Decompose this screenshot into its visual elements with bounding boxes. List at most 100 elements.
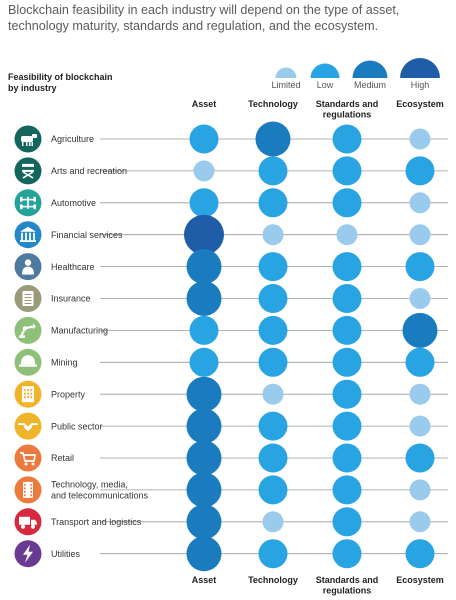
bubble-transport-and-logistics-standards-and-regulations <box>332 507 362 537</box>
bubble-retail-technology <box>258 443 288 473</box>
icon-part <box>20 452 37 462</box>
icon-part <box>20 196 23 202</box>
bubble-retail-standards-and-regulations <box>332 443 362 473</box>
bubble-arts-and-recreation-ecosystem <box>405 156 435 186</box>
bubble-transport-and-logistics-technology <box>262 511 284 533</box>
icon-part <box>24 300 32 301</box>
icon-part <box>19 364 37 367</box>
bank-icon <box>14 221 42 249</box>
bubble-healthcare-standards-and-regulations <box>332 252 362 282</box>
chart-subtitle: Feasibility of blockchain by industry <box>8 72 113 94</box>
bubble-healthcare-asset <box>186 249 222 285</box>
bubble-utilities-asset <box>186 536 222 572</box>
industry-label-utilities: Utilities <box>51 549 81 559</box>
bubble-arts-and-recreation-asset <box>193 160 215 182</box>
bubble-public-sector-asset <box>186 408 222 444</box>
icon-part <box>24 389 26 392</box>
bubble-utilities-standards-and-regulations <box>332 539 362 569</box>
icon-part <box>33 196 36 202</box>
icon-part <box>23 481 33 498</box>
bubble-automotive-standards-and-regulations <box>332 188 362 218</box>
icon-part <box>21 136 33 142</box>
icon-part <box>22 326 28 331</box>
bubble-property-technology <box>262 383 284 405</box>
industry-label-healthcare: Healthcare <box>51 262 95 272</box>
bubble-healthcare-technology <box>258 252 288 282</box>
icon-part <box>24 392 26 395</box>
icon-part <box>24 294 32 295</box>
icon-part <box>22 171 34 179</box>
icon-part <box>21 355 35 365</box>
icon-part <box>31 142 33 146</box>
chart-title: Blockchain feasibility in each industry … <box>8 2 448 34</box>
icon-part <box>20 204 23 210</box>
robot-arm-icon <box>14 316 42 344</box>
column-header-top: Ecosystem <box>396 99 444 109</box>
column-header-bottom: Asset <box>192 575 217 585</box>
industry-label-agriculture: Agriculture <box>51 134 94 144</box>
bubble-public-sector-ecosystem <box>409 415 431 437</box>
bubble-property-asset <box>186 376 222 412</box>
bubble-insurance-asset <box>186 281 222 316</box>
bubble-insurance-ecosystem <box>409 288 431 309</box>
bubble-arts-and-recreation-standards-and-regulations <box>332 156 362 186</box>
column-header-bottom: Standards and <box>316 575 379 585</box>
bubble-public-sector-technology <box>258 411 288 441</box>
icon-part <box>32 134 37 138</box>
bubble-technology-media-and-telecommunications-ecosystem <box>409 479 431 501</box>
chart-title-line: technology maturity, standards and regul… <box>8 19 379 33</box>
icon-part <box>27 392 29 395</box>
bubble-mining-asset <box>189 347 219 377</box>
bubble-manufacturing-ecosystem <box>402 312 438 348</box>
column-header-bottom: Technology <box>248 575 298 585</box>
hard-hat-icon <box>14 348 42 376</box>
column-header-top: regulations <box>323 110 372 120</box>
legend-marker-low <box>310 63 340 78</box>
industry-label-public-sector: Public sector <box>51 421 103 431</box>
icon-part <box>20 240 36 242</box>
icon-background <box>14 221 42 249</box>
icon-part <box>24 487 26 490</box>
icon-part <box>29 232 31 241</box>
bubble-technology-media-and-telecommunications-technology <box>258 475 288 505</box>
icon-part <box>24 490 26 493</box>
icon-part <box>30 490 32 493</box>
bubble-financial-services-ecosystem <box>409 224 431 246</box>
bubble-arts-and-recreation-technology <box>258 156 288 186</box>
legend-marker-high <box>400 58 440 78</box>
car-axle-icon <box>14 189 42 217</box>
icon-background <box>14 444 42 472</box>
icon-part <box>24 396 26 399</box>
industry-label-automotive: Automotive <box>51 198 96 208</box>
bubble-healthcare-ecosystem <box>405 252 435 282</box>
bubble-agriculture-technology <box>255 121 291 157</box>
icon-part <box>27 389 29 392</box>
legend-marker-limited <box>275 67 297 78</box>
icon-part <box>27 196 29 209</box>
cow-icon <box>14 125 42 153</box>
industry-label-arts-and-recreation: Arts and recreation <box>51 166 127 176</box>
industry-label-technology-media-and-telecommunications: Technology, media, <box>51 480 128 490</box>
industry-label-financial-services: Financial services <box>51 230 123 240</box>
legend-label-limited: Limited <box>271 80 300 90</box>
chart-title-line: Blockchain feasibility in each industry … <box>8 3 400 17</box>
bubble-agriculture-ecosystem <box>409 128 431 150</box>
icon-part <box>22 169 34 172</box>
bubble-manufacturing-asset <box>189 315 219 345</box>
industry-label-property: Property <box>51 389 86 399</box>
handshake-icon <box>14 412 42 440</box>
icon-part <box>29 142 31 146</box>
icon-part <box>21 524 25 529</box>
bubble-automotive-asset <box>189 188 219 218</box>
chart-subtitle-line: by industry <box>8 83 57 93</box>
industry-label-technology-media-and-telecommunications: and telecommunications <box>51 491 149 501</box>
icon-part <box>27 396 29 399</box>
icon-part <box>22 266 34 275</box>
bubble-technology-media-and-telecommunications-asset <box>186 472 222 508</box>
icon-part <box>18 423 38 432</box>
bubble-retail-ecosystem <box>405 443 435 473</box>
industry-label-insurance: Insurance <box>51 294 91 304</box>
icon-part <box>22 142 24 146</box>
document-icon <box>14 285 42 312</box>
